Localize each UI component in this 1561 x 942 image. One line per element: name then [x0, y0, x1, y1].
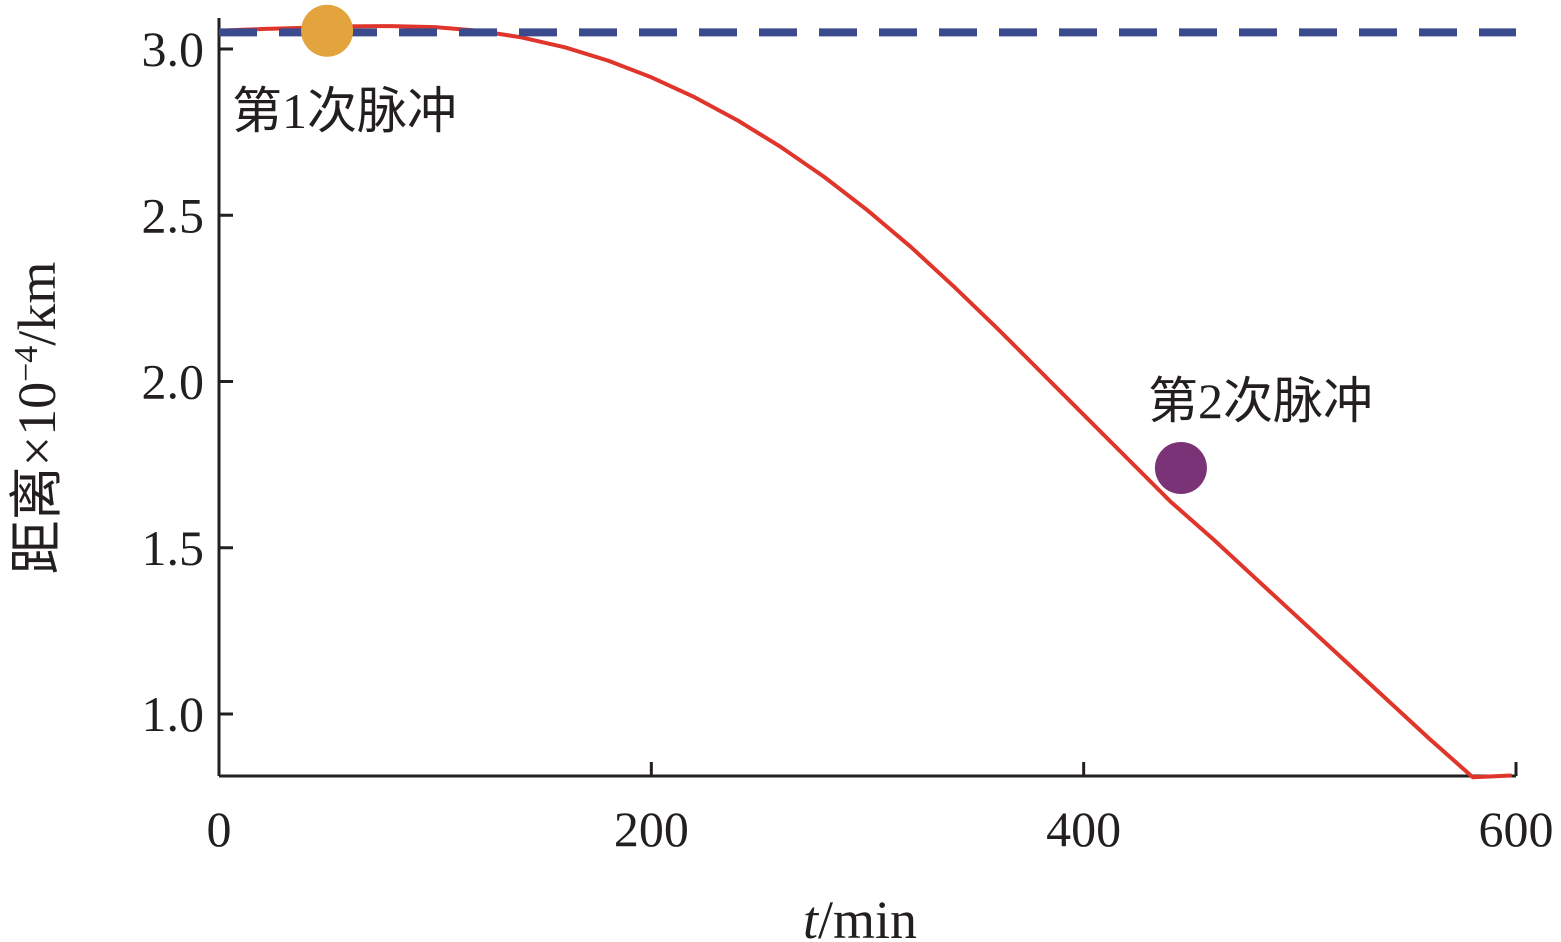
pulse-marker-2: [1154, 441, 1207, 494]
y-axis-label-main: 距离×10: [7, 382, 67, 574]
series-group: [218, 24, 1516, 780]
pulse-label-1: 第1次脉冲: [232, 83, 457, 139]
pulse-marker-1: [301, 4, 354, 57]
axes: [217, 18, 1518, 778]
y-axis-label: 距离×10−4/km: [7, 262, 67, 575]
y-axis-label-sup: −4: [8, 346, 45, 382]
ticks: 0 200 400 600 1.0 1.5 2.0 2.5 3.0: [142, 21, 1554, 857]
y-tick-label: 1.5: [142, 520, 205, 576]
x-tick-label: 400: [1046, 801, 1121, 857]
x-tick-label: 200: [614, 801, 689, 857]
x-tick-label: 600: [1479, 801, 1554, 857]
pulse-label-2: 第2次脉冲: [1148, 373, 1373, 429]
x-axis-label-rest: /min: [818, 890, 917, 942]
distance-curve: [218, 24, 1512, 780]
x-axis-label-italic: t: [803, 890, 820, 942]
y-tick-label: 2.0: [142, 354, 205, 410]
y-tick-label: 3.0: [142, 21, 205, 77]
y-tick-label: 1.0: [142, 686, 205, 742]
x-tick-label: 0: [207, 801, 232, 857]
y-axis-label-unit: /km: [7, 262, 67, 346]
y-tick-label: 2.5: [142, 187, 205, 243]
x-axis-label: t/min: [803, 890, 917, 942]
